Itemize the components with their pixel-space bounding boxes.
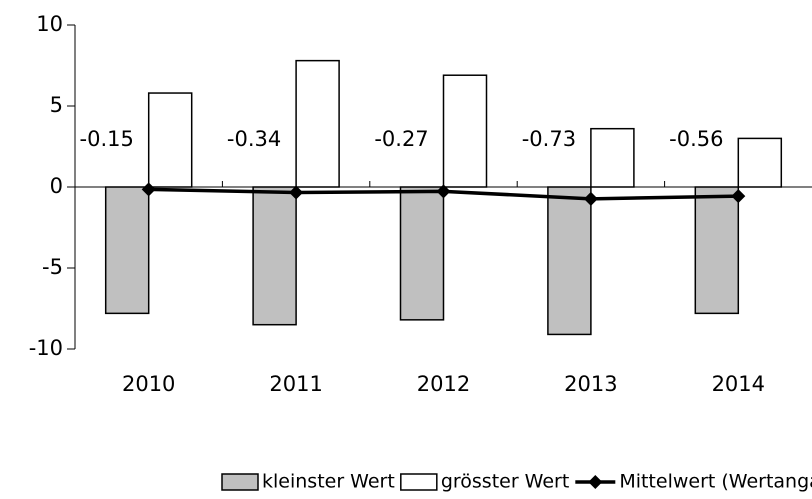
- bar: [295, 59, 340, 188]
- value-label: -0.73: [522, 127, 576, 151]
- bar: [147, 92, 193, 188]
- legend-swatch: [221, 473, 259, 491]
- x-tick-label: 2012: [417, 372, 470, 396]
- value-label: -0.15: [80, 127, 134, 151]
- legend-marker: [588, 475, 603, 489]
- value-label: -0.56: [669, 127, 723, 151]
- bar: [399, 186, 445, 321]
- legend-label: grösster Wert: [441, 471, 570, 493]
- legend-label: Mittelwert (Wertangabe): [619, 471, 812, 493]
- marker: [731, 189, 746, 204]
- y-tick-label: 5: [50, 93, 63, 117]
- x-tick-label: 2013: [564, 372, 617, 396]
- marker: [436, 184, 451, 199]
- bar: [104, 186, 150, 315]
- marker: [583, 191, 598, 206]
- y-tick-label: 0: [50, 174, 63, 198]
- legend-label: kleinster Wert: [262, 471, 395, 493]
- bar: [252, 186, 297, 326]
- value-label: -0.27: [374, 127, 428, 151]
- legend-swatch: [400, 473, 438, 491]
- value-label: -0.34: [227, 127, 281, 151]
- x-tick-label: 2010: [122, 372, 175, 396]
- y-tick-label: 10: [36, 12, 63, 36]
- bar: [590, 127, 635, 188]
- y-tick-label: -10: [29, 336, 63, 360]
- bar: [737, 137, 783, 188]
- x-tick-label: 2011: [269, 372, 322, 396]
- bar: [694, 186, 740, 315]
- bar: [442, 74, 488, 188]
- marker: [141, 182, 156, 197]
- y-tick-label: -5: [42, 255, 63, 279]
- bar: [547, 186, 592, 336]
- x-tick-label: 2014: [712, 372, 765, 396]
- marker: [289, 185, 304, 200]
